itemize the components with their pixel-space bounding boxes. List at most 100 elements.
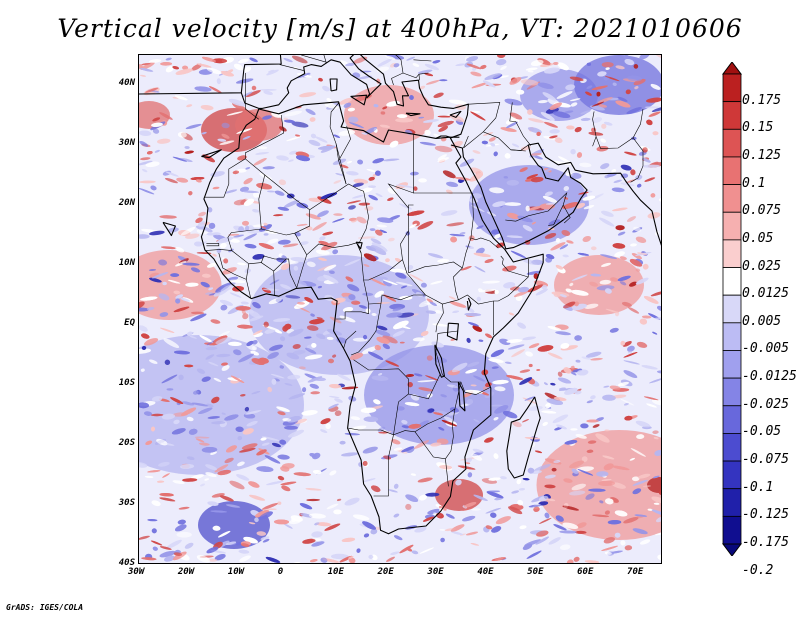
map-svg — [139, 55, 661, 563]
coastline-island — [350, 94, 368, 106]
country-border — [418, 74, 420, 81]
colorbar-segment — [722, 460, 742, 490]
colorbar-segment — [722, 128, 742, 158]
velocity-field — [139, 55, 661, 563]
country-border — [218, 252, 247, 280]
lake-outline — [457, 381, 466, 412]
lon-tick-label: 20E — [377, 567, 394, 577]
lon-tick-label: 50E — [527, 567, 544, 577]
lon-tick-label: 20W — [177, 567, 195, 577]
country-border — [468, 102, 501, 133]
coastline-island — [449, 110, 462, 118]
country-border — [402, 72, 429, 79]
country-border — [463, 131, 526, 152]
lon-tick-label: 10E — [327, 567, 344, 577]
lat-tick-label: 40S — [118, 558, 135, 568]
country-border — [350, 303, 382, 356]
country-border — [353, 359, 409, 403]
lake-outline — [466, 297, 472, 311]
country-border — [505, 191, 568, 226]
country-border — [301, 55, 327, 63]
field-blob — [554, 255, 644, 315]
coastline-island — [201, 149, 222, 159]
country-border — [500, 255, 529, 278]
lon-tick-label: 10W — [227, 567, 245, 577]
colorbar-label: -0.075 — [742, 452, 789, 468]
colorbar-label: 0.125 — [742, 147, 782, 163]
lon-tick-label: 60E — [577, 567, 594, 577]
field-blob — [469, 165, 589, 245]
coastline-arabia-asia — [450, 142, 661, 250]
country-border — [348, 427, 416, 436]
lat-tick-label: 10N — [118, 258, 135, 268]
country-border — [408, 204, 414, 208]
colorbar-label: 0.005 — [742, 313, 782, 329]
lon-tick-label: 40E — [477, 567, 494, 577]
colorbar-segment — [722, 405, 742, 434]
country-border — [445, 408, 456, 487]
country-border — [453, 192, 474, 300]
country-border — [309, 183, 369, 245]
country-border — [335, 143, 347, 185]
country-border — [391, 55, 404, 86]
country-border — [408, 261, 463, 274]
country-border — [294, 233, 308, 288]
colorbar-label: -0.1 — [742, 479, 774, 495]
country-border — [388, 434, 394, 458]
colorbar-label: -0.05 — [742, 424, 782, 440]
country-border — [509, 102, 532, 146]
colorbar-label: -0.025 — [742, 396, 789, 412]
colorbar-label: 0.075 — [742, 203, 782, 219]
country-border — [408, 374, 441, 400]
country-border — [343, 330, 357, 349]
lon-tick-label: 0 — [277, 567, 284, 577]
country-border — [245, 73, 259, 120]
colorbar-segment — [722, 350, 742, 379]
colorbar — [722, 62, 742, 556]
country-border — [393, 401, 399, 435]
country-border — [205, 249, 249, 265]
country-border — [206, 243, 220, 247]
coastline-africa — [200, 101, 544, 535]
country-border — [261, 174, 310, 236]
lat-tick-label: 40N — [118, 78, 135, 88]
lake-outline — [446, 322, 459, 341]
colorbar-segment — [722, 239, 742, 268]
colorbar-label: 0.0125 — [742, 286, 789, 302]
coastline-island — [405, 112, 421, 117]
country-border — [338, 125, 351, 161]
colorbar-label: 0.05 — [742, 230, 774, 246]
coastlines — [139, 55, 661, 535]
country-border — [261, 255, 289, 263]
colorbar-segment — [722, 211, 742, 241]
colorbar-label: -0.175 — [742, 535, 789, 550]
field-blob — [574, 55, 661, 115]
country-border — [345, 279, 369, 314]
lat-tick-label: 20N — [118, 198, 135, 208]
field-blob — [647, 477, 661, 493]
country-border — [356, 242, 403, 281]
country-border — [470, 237, 499, 249]
colorbar-label: -0.005 — [742, 341, 789, 357]
lat-tick-label: EQ — [124, 318, 135, 328]
country-border — [368, 294, 426, 305]
colorbar-segment — [722, 433, 742, 462]
field-blob — [139, 250, 222, 320]
coastline-island — [329, 78, 338, 92]
country-border — [227, 237, 233, 251]
lon-tick-label: 70E — [627, 567, 644, 577]
colorbar-label: 0.15 — [742, 120, 774, 136]
map-plot-area — [138, 54, 662, 564]
country-border — [413, 59, 432, 62]
country-border — [245, 262, 275, 299]
colorbar-label: -0.2 — [742, 562, 774, 578]
colorbar-segment — [722, 322, 742, 351]
colorbar-bottom-arrow — [722, 543, 742, 556]
colorbar-segment — [722, 184, 742, 213]
colorbar-segment — [722, 73, 742, 103]
chart-title: Vertical velocity [m/s] at 400hPa, VT: 2… — [57, 14, 743, 43]
coastline-mediterranean — [240, 55, 469, 139]
colorbar-segment — [722, 515, 742, 545]
country-border — [562, 204, 571, 224]
country-border — [414, 431, 446, 460]
